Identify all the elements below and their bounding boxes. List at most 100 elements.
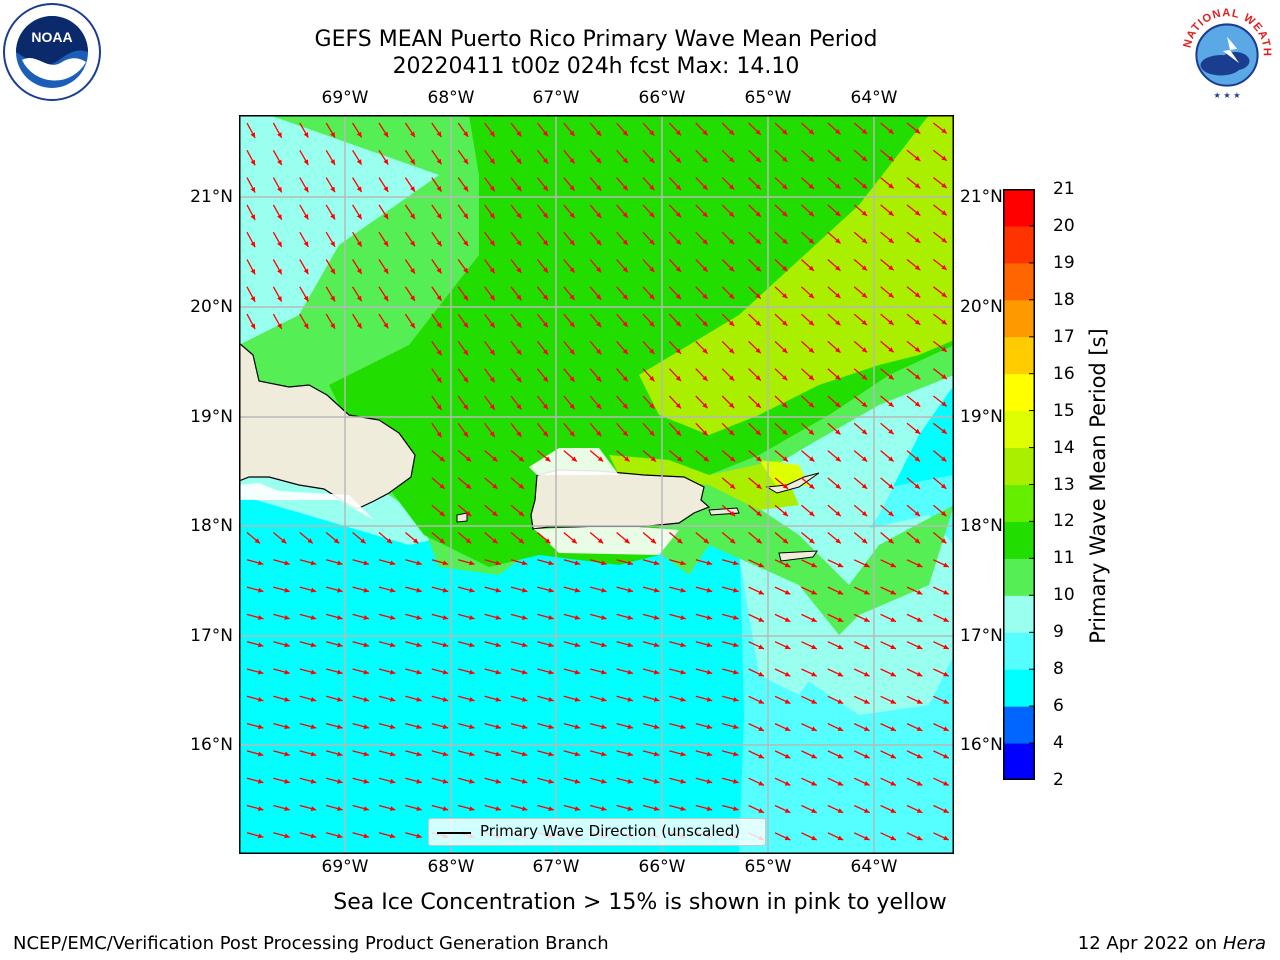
wave-direction-arrowhead bbox=[624, 456, 630, 462]
wave-direction-arrowhead bbox=[257, 833, 264, 839]
wave-direction-arrowhead bbox=[548, 778, 554, 784]
wave-direction-arrowhead bbox=[548, 806, 554, 811]
wave-direction-arrowhead bbox=[649, 239, 655, 245]
wave-direction-arrowhead bbox=[516, 267, 522, 273]
wave-direction-arrowhead bbox=[627, 642, 633, 648]
wave-direction-arrowhead bbox=[653, 615, 660, 620]
wave-direction-arrowhead bbox=[516, 131, 522, 137]
wave-direction-arrowhead bbox=[808, 129, 814, 135]
wave-direction-arrowhead bbox=[680, 642, 686, 648]
wave-direction-arrowhead bbox=[782, 456, 788, 462]
wave-direction-arrowhead bbox=[943, 699, 949, 704]
wave-direction-arrowhead bbox=[702, 157, 708, 163]
wave-direction-arrowhead bbox=[916, 671, 923, 677]
lon-tick-bottom: 65°W bbox=[744, 857, 792, 877]
wave-direction-arrowhead bbox=[442, 724, 449, 730]
wave-direction-arrowhead bbox=[548, 669, 554, 675]
wave-direction-arrowhead bbox=[330, 213, 335, 220]
wave-direction-arrowhead bbox=[542, 403, 548, 410]
colorbar-cell bbox=[1003, 225, 1035, 264]
wave-direction-arrowhead bbox=[864, 589, 870, 595]
wave-direction-arrowhead bbox=[465, 511, 472, 517]
wave-direction-arrowhead bbox=[596, 130, 602, 136]
wave-direction-arrowhead bbox=[383, 186, 389, 192]
wave-direction-arrowhead bbox=[755, 348, 761, 354]
wave-direction-arrowhead bbox=[941, 264, 947, 270]
wave-direction-arrowhead bbox=[596, 348, 602, 355]
wave-direction-arrowhead bbox=[521, 751, 528, 757]
wave-direction-arrowhead bbox=[516, 185, 522, 192]
wave-direction-arrowhead bbox=[941, 374, 947, 380]
sea-ice-note: Sea Ice Concentration > 15% is shown in … bbox=[333, 890, 947, 915]
wave-direction-arrowhead bbox=[916, 726, 923, 731]
wave-direction-arrowhead bbox=[521, 615, 528, 620]
wave-direction-arrowhead bbox=[495, 724, 501, 730]
wave-direction-arrowhead bbox=[784, 753, 791, 759]
wave-direction-arrowhead bbox=[756, 456, 762, 462]
wave-direction-arrowhead bbox=[733, 751, 739, 757]
wave-direction-arrowhead bbox=[890, 589, 896, 595]
wave-direction-arrowhead bbox=[389, 560, 396, 566]
wave-direction-arrowhead bbox=[888, 401, 894, 407]
wave-direction-arrowhead bbox=[389, 751, 396, 757]
wave-direction-arrowhead bbox=[941, 210, 947, 216]
colorbar-tick-label: 10 bbox=[1053, 585, 1075, 606]
wave-direction-arrowhead bbox=[864, 644, 870, 649]
wave-direction-arrowhead bbox=[574, 669, 581, 675]
map-frame bbox=[239, 115, 954, 854]
wave-direction-arrowhead bbox=[596, 157, 602, 164]
wave-direction-arrowhead bbox=[439, 456, 445, 462]
lat-tick-right: 19°N bbox=[960, 407, 1003, 427]
wave-direction-arrowhead bbox=[782, 293, 788, 299]
wave-direction-arrowhead bbox=[521, 642, 528, 648]
chart-title: GEFS MEAN Puerto Rico Primary Wave Mean … bbox=[314, 27, 878, 52]
wave-direction-arrowhead bbox=[574, 751, 581, 757]
wave-direction-arrowhead bbox=[542, 349, 548, 355]
wave-direction-arrowhead bbox=[861, 320, 868, 326]
colorbar-tick-label: 17 bbox=[1053, 326, 1075, 347]
masked-area-pr-north bbox=[529, 448, 619, 475]
wave-direction-arrowhead bbox=[755, 184, 761, 190]
wave-direction-arrowhead bbox=[624, 538, 630, 544]
lon-tick-bottom: 66°W bbox=[638, 857, 686, 877]
wave-direction-arrowhead bbox=[861, 374, 868, 380]
wave-direction-arrowhead bbox=[545, 456, 551, 462]
wave-direction-arrowhead bbox=[442, 615, 449, 620]
wave-direction-arrowhead bbox=[410, 186, 415, 192]
wave-direction-arrowhead bbox=[389, 724, 396, 730]
wave-direction-arrowhead bbox=[702, 129, 708, 136]
wave-direction-arrowhead bbox=[469, 751, 475, 757]
wave-direction-arrowhead bbox=[837, 644, 844, 649]
wave-direction-arrowhead bbox=[542, 376, 548, 382]
wave-direction-arrowhead bbox=[548, 751, 554, 757]
wave-direction-arrowhead bbox=[410, 295, 415, 301]
wave-direction-arrowhead bbox=[808, 156, 814, 162]
wave-direction-arrowhead bbox=[861, 156, 868, 162]
wave-direction-arrowhead bbox=[864, 808, 870, 813]
wave-direction-arrowhead bbox=[706, 560, 713, 566]
wave-direction-arrowhead bbox=[383, 131, 389, 138]
wave-direction-arrowhead bbox=[436, 349, 442, 356]
wave-direction-arrowhead bbox=[436, 240, 442, 247]
wave-direction-arrowhead bbox=[521, 806, 528, 811]
wave-direction-arrowhead bbox=[337, 724, 343, 730]
wave-direction-arrowhead bbox=[469, 642, 475, 648]
wave-direction-arrowhead bbox=[383, 159, 389, 165]
wave-direction-arrowhead bbox=[649, 212, 655, 218]
wave-direction-arrowhead bbox=[733, 587, 739, 593]
wave-direction-arrowhead bbox=[596, 376, 602, 382]
wave-direction-arrowhead bbox=[250, 241, 256, 248]
wave-direction-arrowhead bbox=[864, 671, 870, 677]
wave-direction-arrowhead bbox=[442, 560, 449, 566]
wave-direction-arrowhead bbox=[410, 131, 415, 138]
wave-direction-arrowhead bbox=[250, 187, 256, 193]
wave-direction-arrowhead bbox=[389, 778, 396, 784]
wave-direction-arrowhead bbox=[808, 320, 814, 326]
wave-direction-arrowhead bbox=[784, 562, 791, 568]
wave-direction-arrowhead bbox=[680, 697, 686, 702]
colorbar-cell bbox=[1003, 299, 1035, 338]
wave-direction-arrowhead bbox=[675, 348, 681, 354]
wave-direction-arrowhead bbox=[516, 404, 522, 410]
wave-direction-arrowhead bbox=[303, 132, 309, 138]
wave-direction-arrowhead bbox=[465, 538, 472, 544]
